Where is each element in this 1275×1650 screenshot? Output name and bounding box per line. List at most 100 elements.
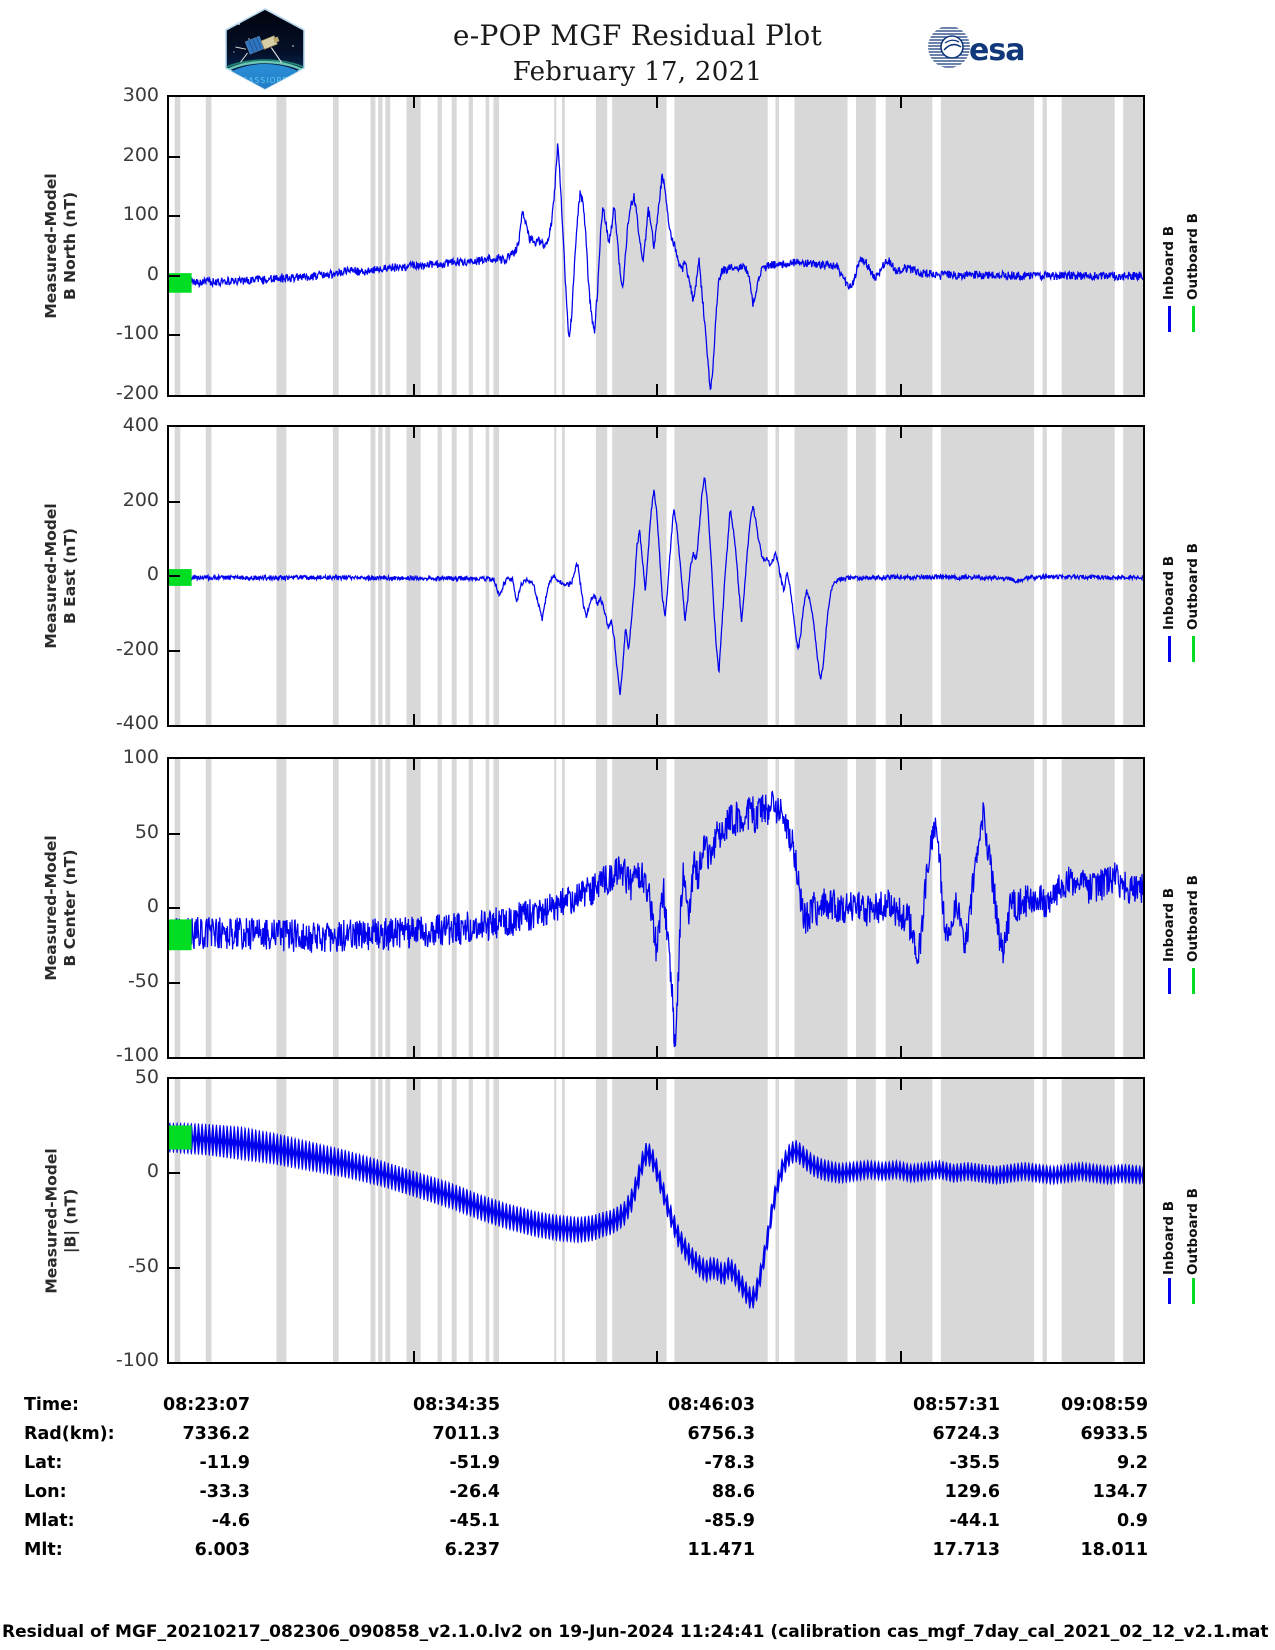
x-tick-mark xyxy=(656,1351,658,1362)
y-tick-label: -100 xyxy=(115,1044,159,1066)
y-tick-label: 0 xyxy=(146,895,159,917)
y-tick-mark xyxy=(169,649,180,652)
y-tick-label: 100 xyxy=(122,746,159,768)
outboard-b-segment xyxy=(169,273,192,293)
x-tick-mark xyxy=(899,1079,902,1090)
table-row-label: Mlt: xyxy=(24,1540,63,1560)
legend-inboard-b-label: Inboard B xyxy=(1161,887,1177,962)
x-tick-mark xyxy=(656,1046,658,1057)
plot-area-b-north xyxy=(167,95,1145,397)
outboard-b-segment xyxy=(169,919,192,951)
legend-outboard-b-label: Outboard B xyxy=(1185,543,1201,630)
plot-area-b-center xyxy=(167,757,1145,1059)
table-cell: 6.237 xyxy=(444,1540,500,1560)
table-cell: 6756.3 xyxy=(687,1424,755,1444)
y-tick-mark xyxy=(169,500,180,503)
legend-outboard-b-swatch xyxy=(1192,306,1195,333)
legend-inboard-b-label: Inboard B xyxy=(1161,555,1177,630)
table-cell: -26.4 xyxy=(449,1482,500,1502)
outboard-b-segment xyxy=(169,569,192,586)
legend-b-mag: Inboard B Outboard B xyxy=(1149,1077,1269,1364)
y-tick-mark xyxy=(169,907,180,909)
y-tick-label: -50 xyxy=(127,1254,159,1277)
legend-b-east: Inboard B Outboard B xyxy=(1149,425,1269,727)
table-cell: 6724.3 xyxy=(932,1424,1000,1444)
legend-b-north: Inboard B Outboard B xyxy=(1149,95,1269,397)
table-cell: 9.2 xyxy=(1116,1453,1148,1473)
x-tick-mark xyxy=(656,384,658,395)
table-cell: 134.7 xyxy=(1092,1482,1148,1502)
trace-canvas-b-east xyxy=(169,427,1143,725)
page-header: CASSIOPE e-POP MGF Residual Plot Februar… xyxy=(0,0,1275,95)
x-tick-mark xyxy=(412,97,415,108)
legend-inboard-b-swatch xyxy=(1168,1277,1171,1304)
legend-inboard-b-label: Inboard B xyxy=(1161,225,1177,300)
y-tick-mark xyxy=(169,155,180,158)
table-cell: -45.1 xyxy=(449,1511,500,1531)
x-tick-mark xyxy=(899,1351,902,1362)
y-tick-label: 50 xyxy=(134,1066,159,1088)
table-cell: -4.6 xyxy=(211,1511,250,1531)
y-tick-label: -200 xyxy=(115,637,159,660)
x-tick-mark xyxy=(656,759,658,770)
y-tick-label: 200 xyxy=(122,488,159,511)
x-tick-mark xyxy=(656,427,658,438)
trace-canvas-b-north xyxy=(169,97,1143,395)
y-tick-label: -100 xyxy=(115,1349,159,1371)
x-tick-mark xyxy=(412,1046,415,1057)
table-row-label: Rad(km): xyxy=(24,1424,115,1444)
table-row: Rad(km): 7336.2 7011.3 6756.3 6724.3 6933.5 xyxy=(0,1424,1275,1453)
y-tick-label: 0 xyxy=(146,262,159,285)
y-tick-label: -100 xyxy=(115,322,159,345)
legend-inboard-b-swatch xyxy=(1168,636,1171,663)
table-cell: 09:08:59 xyxy=(1060,1395,1148,1415)
table-cell: 08:46:03 xyxy=(667,1395,755,1415)
table-cell: 18.011 xyxy=(1080,1540,1148,1560)
table-cell: -85.9 xyxy=(704,1511,755,1531)
title-line-1: e-POP MGF Residual Plot xyxy=(452,19,823,52)
legend-b-center: Inboard B Outboard B xyxy=(1149,757,1269,1059)
table-cell: 08:34:35 xyxy=(412,1395,500,1415)
y-axis-label-b-mag: Measured-Model |B| (nT) xyxy=(42,1147,79,1294)
y-tick-mark xyxy=(169,981,180,984)
y-tick-mark xyxy=(169,215,180,218)
panel-b-east: Measured-Model B East (nT) 400 200 0 -200 -40… xyxy=(0,414,1275,734)
table-cell: 88.6 xyxy=(711,1482,755,1502)
x-tick-mark xyxy=(899,759,902,770)
y-tick-mark xyxy=(169,575,180,577)
table-row: Lon: -33.3 -26.4 88.6 129.6 134.7 xyxy=(0,1482,1275,1511)
table-cell: 7336.2 xyxy=(182,1424,250,1444)
x-tick-mark xyxy=(899,427,902,438)
table-cell: -35.5 xyxy=(949,1453,1000,1473)
y-tick-mark xyxy=(169,1172,180,1175)
x-tick-mark xyxy=(899,1046,902,1057)
cassiope-mission-logo-icon: CASSIOPE xyxy=(219,6,311,92)
table-cell: 08:23:07 xyxy=(162,1395,250,1415)
table-cell: 11.471 xyxy=(687,1540,755,1560)
x-tick-mark xyxy=(412,1351,415,1362)
y-tick-label: 0 xyxy=(146,563,159,585)
table-cell: -44.1 xyxy=(949,1511,1000,1531)
x-tick-mark xyxy=(899,97,902,108)
legend-inboard-b-swatch xyxy=(1168,306,1171,333)
y-tick-label: 50 xyxy=(134,820,159,843)
x-tick-mark xyxy=(412,714,415,725)
trace-canvas-b-center xyxy=(169,759,1143,1057)
table-cell: 7011.3 xyxy=(432,1424,500,1444)
table-row: Lat: -11.9 -51.9 -78.3 -35.5 9.2 xyxy=(0,1453,1275,1482)
table-cell: -51.9 xyxy=(449,1453,500,1473)
y-tick-label: 0 xyxy=(146,1160,159,1183)
x-tick-mark xyxy=(412,759,415,770)
x-tick-mark xyxy=(656,97,658,108)
plot-area-b-east xyxy=(167,425,1145,727)
table-row: Mlat: -4.6 -45.1 -85.9 -44.1 0.9 xyxy=(0,1511,1275,1540)
legend-outboard-b-swatch xyxy=(1192,1277,1195,1304)
panel-b-center: Measured-Model B Center (nT) 100 50 0 -50 -10… xyxy=(0,746,1275,1066)
table-cell: -33.3 xyxy=(199,1482,250,1502)
y-tick-label: 400 xyxy=(122,414,159,436)
legend-outboard-b-swatch xyxy=(1192,968,1195,995)
legend-inboard-b-swatch xyxy=(1168,968,1171,995)
panel-b-mag: Measured-Model |B| (nT) 50 0 -50 -100 Inboard… xyxy=(0,1066,1275,1371)
x-tick-mark xyxy=(412,384,415,395)
